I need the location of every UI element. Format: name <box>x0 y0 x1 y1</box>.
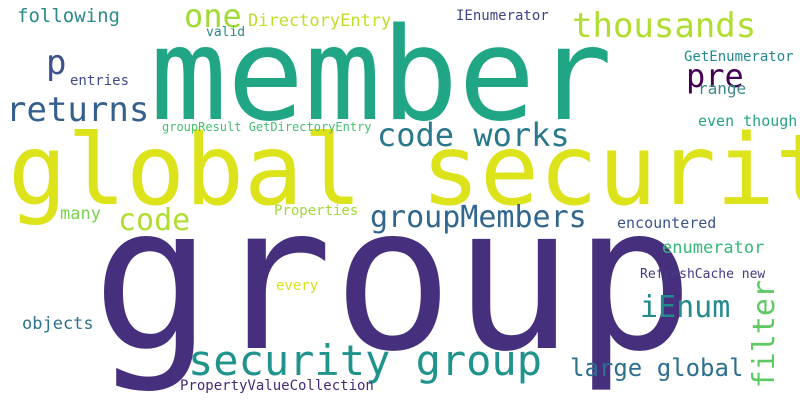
word-global-security: global security <box>8 114 800 228</box>
word-propertyvaluecollection: PropertyValueCollection <box>180 378 374 394</box>
word-groupresult-getdirectoryentry: groupResult GetDirectoryEntry <box>162 120 372 134</box>
word-entries: entries <box>70 73 130 89</box>
word-range: range <box>698 79 747 98</box>
word-refreshcache-new: RefreshCache new <box>640 267 766 282</box>
word-valid: valid <box>206 25 246 40</box>
word-following: following <box>17 5 120 27</box>
word-member: member <box>150 1 613 150</box>
word-thousands: thousands <box>572 6 757 46</box>
word-groupmembers: groupMembers <box>370 200 587 235</box>
word-even-though: even though <box>698 112 798 130</box>
word-properties: Properties <box>274 203 359 219</box>
word-many: many <box>60 204 101 224</box>
word-every: every <box>276 278 319 294</box>
word-security-group: security group <box>188 336 543 385</box>
word-enumerator: enumerator <box>662 238 765 258</box>
word-p: p <box>46 43 67 83</box>
word-group: group <box>92 163 695 396</box>
word-ienum: iEnum <box>640 290 731 325</box>
word-filter: filter <box>747 280 782 389</box>
word-pre: pre <box>686 57 744 95</box>
word-encountered: encountered <box>617 214 717 232</box>
word-getenumerator: GetEnumerator <box>684 49 794 65</box>
word-code-works: code works <box>377 116 570 154</box>
word-code: code <box>118 203 191 238</box>
word-ienumerator: IEnumerator <box>456 8 549 24</box>
word-returns: returns <box>6 90 150 130</box>
word-large-global: large global <box>570 354 744 382</box>
word-objects: objects <box>22 314 94 334</box>
word-directoryentry: DirectoryEntry <box>248 11 392 31</box>
word-one: one <box>184 0 242 35</box>
